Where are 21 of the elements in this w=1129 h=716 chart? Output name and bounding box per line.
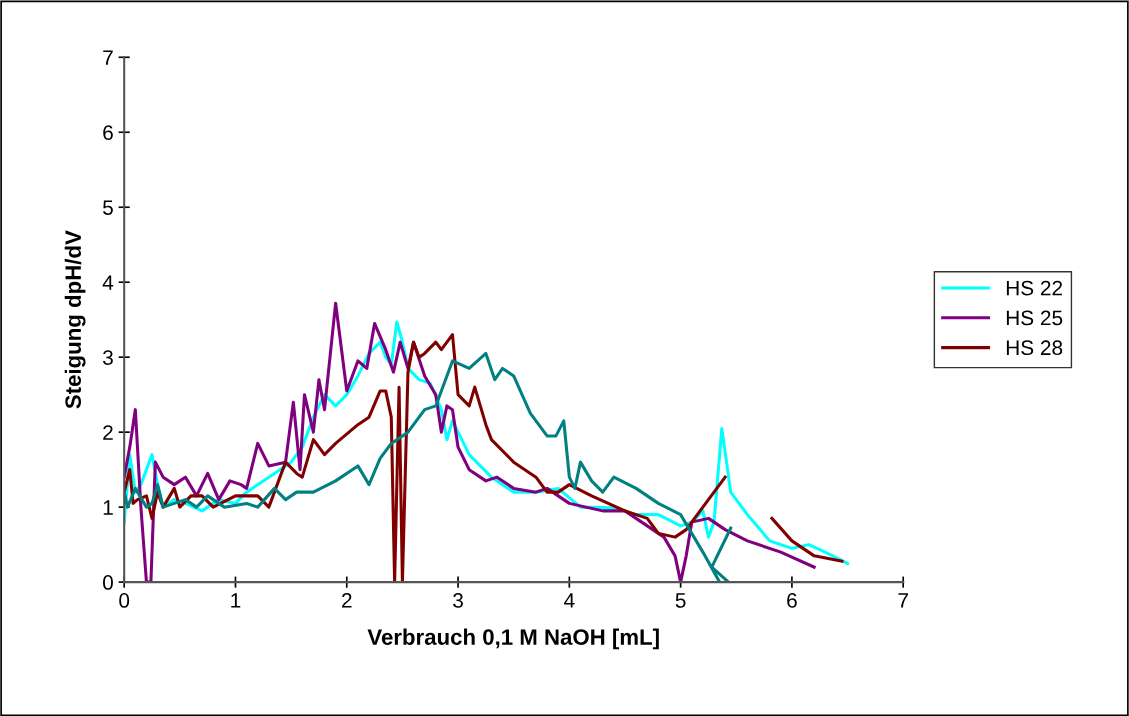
y-tick-label: 7	[103, 50, 113, 65]
y-tick-label: 2	[103, 425, 113, 440]
x-axis-title: Verbrauch 0,1 M NaOH [mL]	[367, 628, 659, 650]
legend-label: HS 28	[1006, 340, 1063, 356]
legend-label: HS 25	[1006, 310, 1063, 326]
x-tick-label: 6	[787, 593, 797, 608]
legend-label: HS 22	[1006, 280, 1063, 296]
x-tick-label: 1	[231, 593, 241, 608]
y-tick-label: 1	[103, 500, 113, 515]
x-tick-label: 5	[675, 593, 686, 608]
x-tick-label: 2	[342, 593, 352, 608]
y-tick-label: 4	[102, 275, 114, 290]
x-tick-label: 3	[453, 593, 463, 608]
y-tick-label: 6	[103, 125, 113, 141]
y-tick-label: 3	[102, 350, 113, 365]
y-tick-label: 5	[103, 200, 113, 215]
y-tick-label: 0	[103, 575, 113, 590]
x-tick-label: 7	[898, 593, 908, 608]
x-tick-label: 0	[119, 593, 130, 608]
y-axis-title: Steigung dpH/dV	[64, 230, 86, 409]
x-tick-label: 4	[564, 593, 575, 608]
